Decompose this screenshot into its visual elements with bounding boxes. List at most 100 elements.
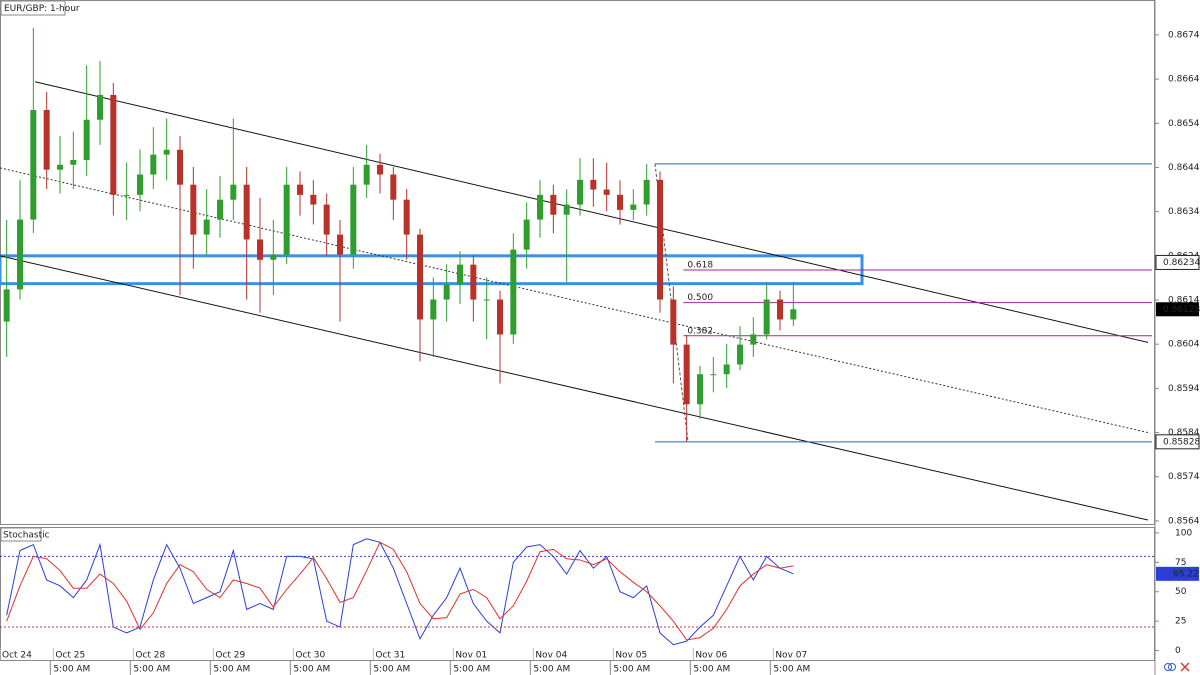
- candle-body: [577, 179, 583, 205]
- x-tick-label: Nov 07: [775, 651, 807, 661]
- candle-body: [123, 194, 130, 196]
- candle-body: [230, 184, 237, 200]
- candle-body: [657, 179, 663, 300]
- y-tick-label: 0.85749: [1168, 472, 1200, 482]
- candle-body: [43, 110, 50, 170]
- candle-body: [470, 264, 477, 300]
- candle-body: [403, 199, 410, 235]
- indicator-line: [6, 538, 794, 646]
- x-tick-label: 5:00 AM: [53, 665, 90, 675]
- candle-body: [257, 239, 263, 260]
- y-tick-label: 75: [1175, 558, 1186, 568]
- y-tick-label: 0.86449: [1168, 163, 1200, 173]
- candle-body: [763, 299, 770, 335]
- candle-body: [310, 194, 317, 205]
- candle-body: [750, 334, 757, 345]
- candle-body: [83, 119, 90, 160]
- indicator-badge: [1156, 566, 1199, 581]
- x-tick-label: 5:00 AM: [533, 665, 570, 675]
- candle-body: [523, 219, 530, 250]
- candle-body: [483, 299, 490, 301]
- candle-body: [697, 374, 703, 405]
- chart-title: EUR/GBP: 1-hour: [4, 4, 80, 14]
- price-badge-label: 0.86234: [1163, 258, 1200, 268]
- candle-body: [550, 194, 557, 215]
- candle-body: [377, 164, 383, 175]
- candle-body: [323, 204, 330, 235]
- candle-body: [510, 249, 517, 335]
- corner-icons[interactable]: [1164, 662, 1190, 672]
- candle-body: [430, 299, 437, 320]
- candle-body: [270, 254, 277, 260]
- candle-body: [150, 154, 157, 175]
- x-tick-label: Nov 06: [695, 651, 727, 661]
- candle-body: [283, 184, 290, 255]
- candle-body: [203, 219, 210, 235]
- y-tick-label: 0.86349: [1168, 207, 1200, 217]
- plot-layer: 0.6180.5000.3820.856490.857490.858490.85…: [0, 27, 1200, 675]
- fib-level-label: 0.500: [687, 293, 713, 303]
- x-tick-label: 5:00 AM: [373, 665, 410, 675]
- candle-body: [217, 199, 223, 220]
- candle-body: [443, 284, 450, 300]
- indicator-title: Stochastic: [3, 531, 50, 541]
- candle-body: [457, 264, 463, 285]
- title-box: [0, 0, 66, 16]
- fib-level-label: 0.618: [687, 260, 713, 270]
- y-tick-label: 100: [1175, 528, 1192, 538]
- candle-body: [70, 159, 77, 165]
- price-badge: [1155, 254, 1200, 270]
- candle-body: [337, 234, 343, 255]
- x-tick-label: Nov 01: [455, 651, 487, 661]
- candle-body: [630, 204, 637, 210]
- x-tick-label: 5:00 AM: [613, 665, 650, 675]
- indicator-title-box: [0, 527, 42, 542]
- y-tick-label: 0.85649: [1168, 516, 1200, 526]
- y-tick-label: 0.86749: [1168, 30, 1200, 40]
- link-icon[interactable]: [1164, 663, 1172, 671]
- candle-body: [777, 299, 783, 320]
- x-tick-label: Oct 25: [55, 651, 85, 661]
- x-tick-label: 5:00 AM: [773, 665, 810, 675]
- candle-body: [417, 234, 423, 320]
- x-tick-label: Oct 28: [135, 651, 165, 661]
- candle-body: [30, 110, 37, 220]
- candle-body: [163, 149, 170, 155]
- candle-body: [363, 164, 370, 185]
- channel-line: [34, 81, 1149, 343]
- candle-body: [563, 204, 570, 215]
- y-tick-label: 25: [1175, 617, 1186, 627]
- x-tick-label: 5:00 AM: [293, 665, 330, 675]
- price-badge-label: 0.85828: [1163, 437, 1200, 447]
- y-tick-label: 50: [1175, 587, 1187, 597]
- candle-body: [57, 164, 63, 170]
- y-tick-label: 0.85849: [1168, 428, 1200, 438]
- close-icon[interactable]: [1180, 662, 1190, 672]
- candle-body: [737, 344, 743, 365]
- candle-body: [190, 184, 197, 235]
- candle-body: [390, 174, 397, 200]
- indicator-badge-label: 65.22: [1173, 569, 1199, 579]
- candle-body: [590, 179, 597, 190]
- x-tick-label: Oct 29: [215, 651, 245, 661]
- candle-body: [710, 374, 717, 376]
- x-tick-label: 5:00 AM: [133, 665, 170, 675]
- candle-body: [537, 194, 543, 220]
- indicator-line: [6, 541, 794, 641]
- price-badge: [1155, 434, 1200, 450]
- x-tick-label: Nov 04: [535, 651, 567, 661]
- candle-body: [3, 289, 10, 322]
- candle-body: [110, 94, 117, 195]
- candle-body: [243, 184, 250, 240]
- candle-body: [177, 149, 183, 185]
- candle-body: [790, 309, 797, 320]
- x-tick-label: Nov 05: [615, 651, 647, 661]
- x-tick-label: Oct 24: [2, 651, 32, 661]
- link-icon[interactable]: [1168, 663, 1176, 671]
- candle-body: [137, 174, 143, 195]
- y-tick-label: 0.86049: [1168, 340, 1200, 350]
- y-tick-label: 0: [1175, 646, 1181, 656]
- candle-body: [683, 344, 690, 405]
- candle-body: [617, 194, 623, 210]
